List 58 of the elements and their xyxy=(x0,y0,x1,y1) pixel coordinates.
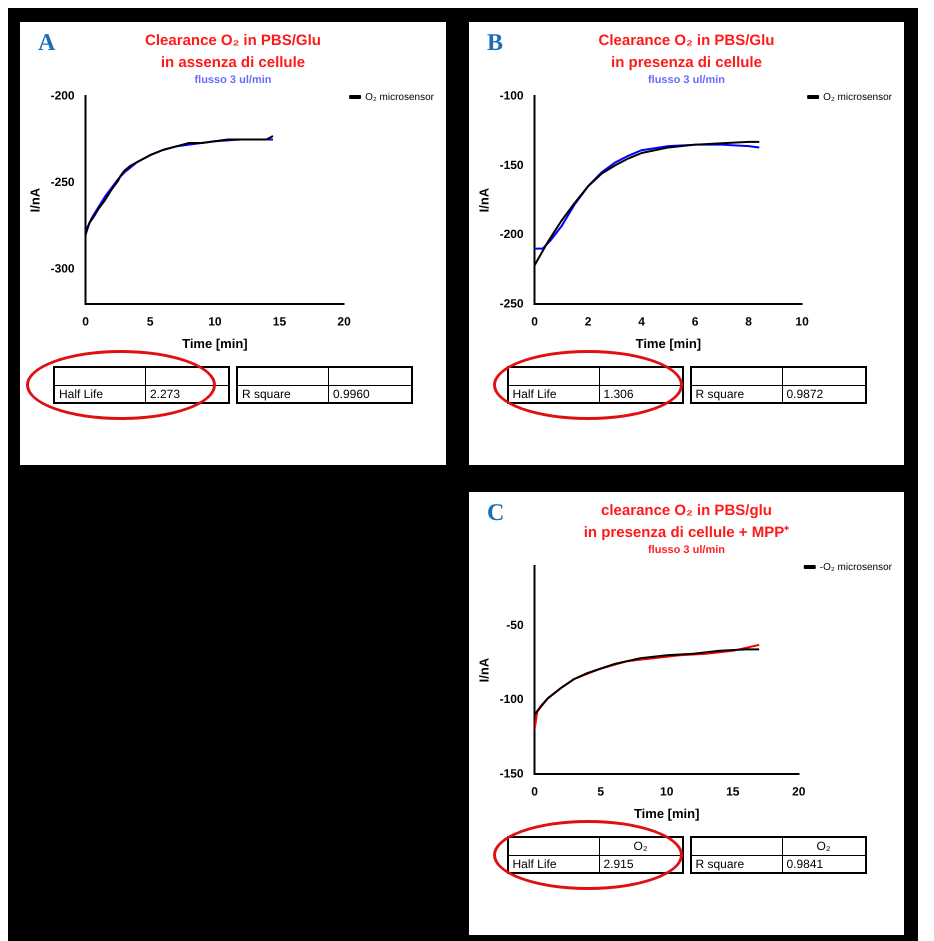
x-tick-label: 5 xyxy=(146,314,154,329)
y-tick-label: -250 xyxy=(500,296,524,310)
y-axis-title: I/nA xyxy=(27,187,42,212)
x-tick-label: 15 xyxy=(272,314,286,329)
text: B xyxy=(487,30,504,57)
x-axis-title: Time [min] xyxy=(634,806,700,821)
y-tick-label: -200 xyxy=(500,227,524,242)
y-tick-label: -50 xyxy=(506,618,524,632)
x-tick-label: 20 xyxy=(337,314,352,329)
chart-subtitle: flusso 3 ul/min xyxy=(646,74,726,86)
y-tick-label: -200 xyxy=(50,88,75,103)
chart-subtitle: flusso 3 ul/min xyxy=(646,544,726,556)
legend-label: O₂ microsensor xyxy=(365,92,435,103)
chart-title: Clearance O₂ in PBS/Glu in presenza di cellule xyxy=(598,32,774,71)
text: 0.9960 xyxy=(328,385,412,403)
y-tick-label: -250 xyxy=(50,175,75,190)
y-tick-label: -100 xyxy=(500,88,524,103)
text: Half Life xyxy=(508,855,599,873)
x-tick-label: 4 xyxy=(638,314,646,329)
text: 2.915 xyxy=(599,855,682,873)
y-axis-title: I/nA xyxy=(476,187,492,212)
text: A xyxy=(38,30,56,57)
y-tick-label: -150 xyxy=(500,766,524,780)
y-axis-title: I/nA xyxy=(476,657,492,682)
chart-subtitle: flusso 3 ul/min xyxy=(193,74,272,86)
text: R square xyxy=(237,385,328,403)
y-tick-label: -300 xyxy=(50,262,75,276)
y-tick-label: -100 xyxy=(500,692,524,706)
x-tick-label: 0 xyxy=(531,784,538,799)
x-tick-label: 10 xyxy=(208,314,222,329)
x-tick-label: 0 xyxy=(82,314,90,329)
text: 0.9841 xyxy=(782,855,866,873)
x-tick-label: 10 xyxy=(660,784,674,799)
text: 1.306 xyxy=(599,385,682,403)
x-tick-label: 6 xyxy=(692,314,699,329)
chart-title: clearance O₂ in PBS/glu in presenza di cellule + MPP⁺ xyxy=(584,502,790,541)
text: Half Life xyxy=(54,385,146,403)
x-axis-title: Time [min] xyxy=(182,336,248,351)
x-tick-label: 20 xyxy=(792,784,806,799)
legend-label: O₂ microsensor xyxy=(823,92,893,103)
text: O₂ xyxy=(782,837,866,855)
x-tick-label: 2 xyxy=(584,314,592,329)
x-tick-label: 8 xyxy=(745,314,752,329)
text: O₂ xyxy=(599,837,682,855)
text: 2.273 xyxy=(146,385,229,403)
chart-title: Clearance O₂ in PBS/Glu in assenza di cellule xyxy=(145,32,321,71)
text: R square xyxy=(690,855,782,873)
y-tick-label: -150 xyxy=(500,158,524,172)
x-tick-label: 15 xyxy=(726,784,740,799)
x-tick-label: 5 xyxy=(597,784,604,799)
legend-label: -O₂ microsensor xyxy=(820,562,893,573)
text: C xyxy=(487,500,504,527)
x-tick-label: 0 xyxy=(531,314,538,329)
x-axis-title: Time [min] xyxy=(636,336,702,351)
text: 0.9872 xyxy=(782,385,866,403)
text: R square xyxy=(690,385,782,403)
text: Half Life xyxy=(508,385,599,403)
x-tick-label: 10 xyxy=(795,314,810,329)
